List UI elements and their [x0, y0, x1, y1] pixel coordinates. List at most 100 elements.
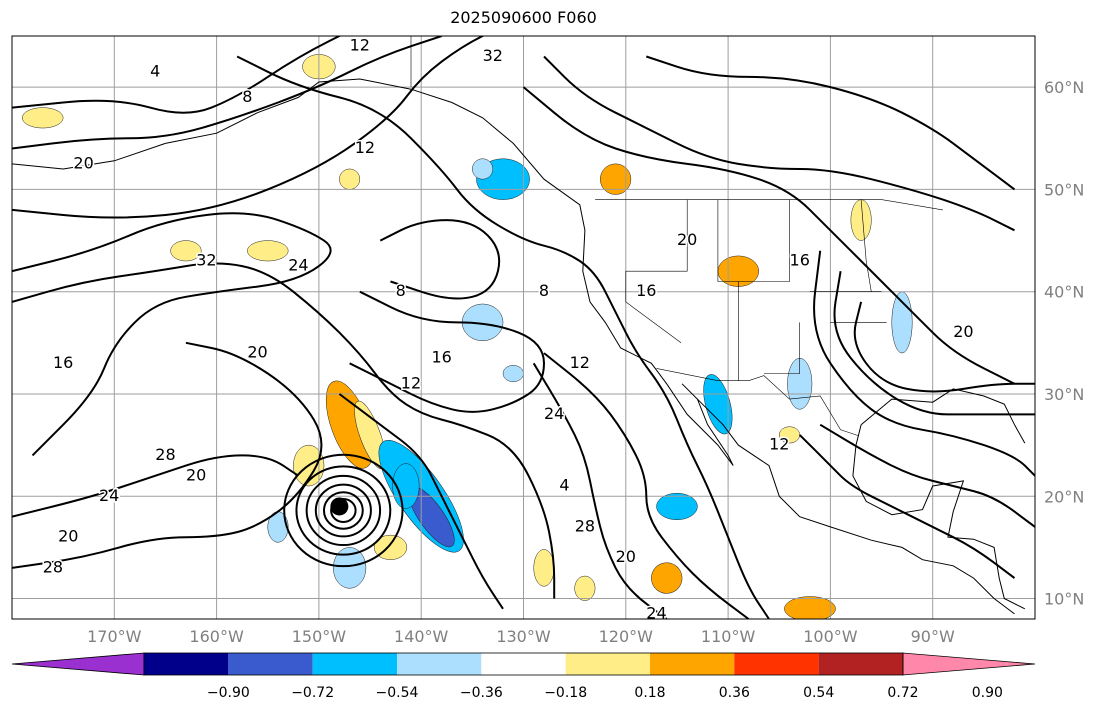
shaded-region-23: [574, 575, 596, 601]
colorbar-tick-2: −0.54: [376, 685, 419, 701]
coastline-1: [12, 142, 166, 170]
contour-label-8: 20: [186, 465, 206, 484]
shaded-region-13: [651, 562, 683, 594]
shaded-region-14: [784, 596, 836, 619]
colorbar-tick-1: −0.72: [291, 685, 334, 701]
colorbar-outline: [143, 652, 904, 676]
contour-label-1: 8: [242, 87, 252, 106]
colorbar-extend-low: [11, 652, 145, 676]
contour-label-21: 24: [544, 404, 564, 423]
contour-lines: [12, 36, 1035, 619]
contour-line-16: [853, 301, 1035, 393]
storm-contour-4: [295, 465, 392, 556]
contour-label-15: 32: [196, 251, 216, 270]
lon-label-4: 130°W: [496, 627, 551, 646]
colorbar-tick-7: 0.54: [803, 685, 834, 701]
shaded-region-21: [247, 240, 289, 262]
colorbar-segment-1: [228, 653, 313, 675]
lat-label-4: 50°N: [1044, 180, 1084, 199]
contour-line-13: [522, 86, 1015, 385]
contour-line-6: [12, 454, 299, 518]
storm-center-marker: [330, 497, 349, 516]
contour-line-10: [236, 55, 770, 619]
border-9: [860, 199, 872, 292]
contour-label-7: 20: [73, 153, 93, 172]
shaded-region-12: [656, 492, 698, 521]
shaded-region-28: [339, 168, 361, 190]
storm-contour-1: [322, 491, 364, 530]
contour-line-12: [645, 55, 1016, 191]
contour-label-20: 20: [677, 230, 697, 249]
colorbar-extend-high: [902, 652, 1036, 676]
contour-line-7: [338, 393, 504, 610]
contour-line-15: [532, 362, 668, 619]
contour-line-4: [12, 262, 556, 599]
contour-line-17: [833, 271, 1035, 416]
storm-contour-3: [305, 474, 382, 547]
contour-label-22: 4: [559, 476, 569, 495]
contour-line-8: [349, 290, 546, 413]
contour-label-25: 16: [636, 281, 656, 300]
shaded-region-17: [850, 199, 872, 241]
shaded-region-25: [472, 158, 494, 180]
lon-label-3: 140°W: [394, 627, 449, 646]
colorbar-tick-3: −0.36: [460, 685, 503, 701]
border-6: [763, 322, 800, 374]
contour-label-24: 12: [769, 435, 789, 454]
storm-center-dot: [330, 497, 349, 516]
shaded-region-22: [170, 240, 202, 262]
shaded-anomaly-layer: [21, 54, 913, 619]
latitude-labels: 10°N 20°N 30°N 40°N 50°N 60°N: [1044, 78, 1084, 608]
lon-label-2: 150°W: [292, 627, 347, 646]
contour-line-20: [819, 423, 1035, 528]
contour-line-5: [12, 341, 323, 569]
coastline-0: [165, 78, 1015, 615]
contour-label-11: 24: [288, 256, 308, 275]
lon-label-0: 170°W: [87, 627, 142, 646]
contour-label-19: 12: [570, 353, 590, 372]
lat-label-5: 60°N: [1044, 78, 1084, 97]
gridlines: [12, 36, 1035, 619]
shaded-region-6: [332, 547, 367, 589]
storm-contour-5: [283, 453, 404, 568]
contour-label-29: 20: [953, 322, 973, 341]
longitude-labels: 170°W 160°W 150°W 140°W 130°W 120°W 110°W 100°W…: [87, 627, 955, 646]
colorbar-tick-6: 0.36: [719, 685, 750, 701]
contour-label-5: 16: [431, 348, 451, 367]
colorbar-segment-8: [818, 653, 903, 675]
contour-line-11: [543, 55, 1015, 232]
contour-label-2: 12: [350, 36, 370, 55]
colorbar-tick-8: 0.72: [887, 685, 918, 701]
colorbar-segment-7: [734, 653, 819, 675]
lon-label-7: 100°W: [803, 627, 858, 646]
lon-label-6: 110°W: [701, 627, 756, 646]
colorbar-segment-3: [397, 653, 482, 675]
colorbar-segment-2: [312, 653, 397, 675]
contour-label-0: 4: [150, 61, 160, 80]
lat-label-0: 10°N: [1044, 590, 1084, 609]
contour-line-14: [543, 352, 750, 619]
storm-contour-2: [314, 483, 372, 538]
colorbar-tick-9: 0.90: [972, 685, 1003, 701]
colorbar-segment-0: [144, 653, 229, 675]
contour-line-19: [798, 434, 1016, 579]
colorbar-segment-4: [481, 653, 566, 675]
colorbar-segment-6: [650, 653, 735, 675]
contour-line-0: [12, 36, 342, 114]
colorbar-tick-0: −0.90: [207, 685, 250, 701]
contour-label-12: 24: [99, 486, 119, 505]
contour-label-28: 16: [790, 251, 810, 270]
shaded-region-26: [502, 365, 524, 382]
colorbar-tick-4: −0.18: [544, 685, 587, 701]
contour-line-1: [12, 36, 443, 150]
shaded-region-10: [599, 163, 632, 195]
map-frame: [11, 35, 1036, 620]
lat-label-1: 20°N: [1044, 487, 1084, 506]
lat-label-2: 30°N: [1044, 385, 1084, 404]
coastlines-borders: [12, 36, 1026, 615]
contour-line-3: [12, 212, 332, 457]
contour-label-3: 12: [355, 138, 375, 157]
lon-label-8: 90°W: [911, 627, 955, 646]
lon-label-5: 120°W: [599, 627, 654, 646]
